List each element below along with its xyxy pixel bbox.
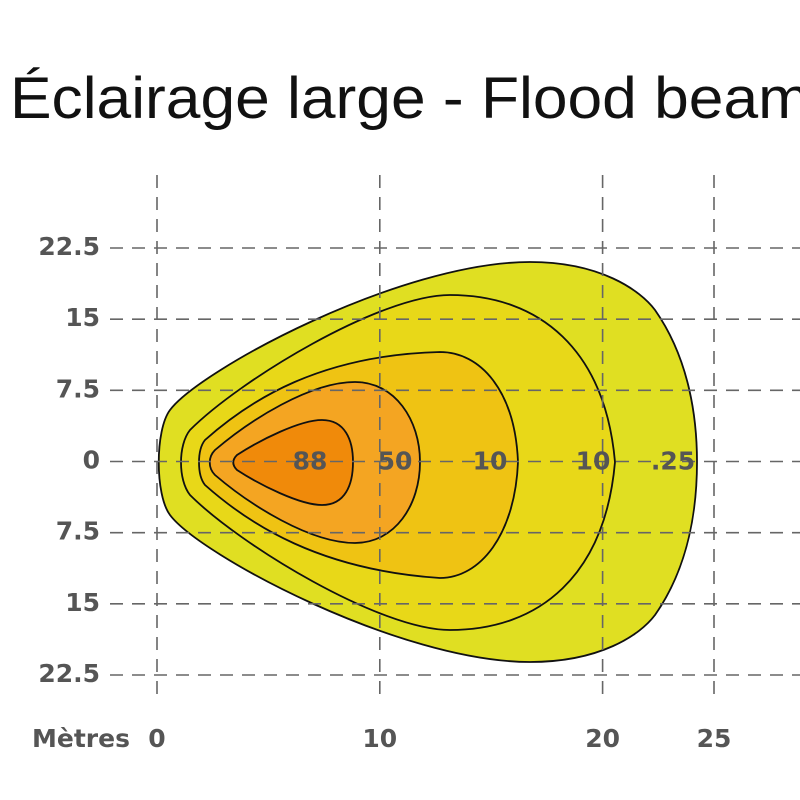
y-tick-label: 22.5 [38, 232, 100, 261]
chart-title: Éclairage large - Flood beam [10, 66, 800, 131]
isolux-label: 10 [576, 447, 611, 476]
isolux-label: 88 [293, 447, 328, 476]
x-tick-label: 10 [362, 724, 397, 753]
x-tick-label: 20 [585, 724, 620, 753]
isolux-label: 50 [378, 447, 413, 476]
y-tick-label: 15 [65, 588, 100, 617]
x-tick-label: 25 [697, 724, 732, 753]
y-tick-label: 22.5 [38, 659, 100, 688]
y-tick-label: 0 [83, 446, 100, 475]
y-tick-label: 7.5 [56, 374, 100, 403]
x-axis-label: Mètres [32, 724, 130, 753]
isolux-label: 10 [473, 447, 508, 476]
y-tick-label: 7.5 [56, 517, 100, 546]
y-tick-label: 15 [65, 303, 100, 332]
isolux-label: .25 [651, 447, 695, 476]
x-tick-label: 0 [148, 724, 165, 753]
isolux-region [232, 419, 354, 506]
